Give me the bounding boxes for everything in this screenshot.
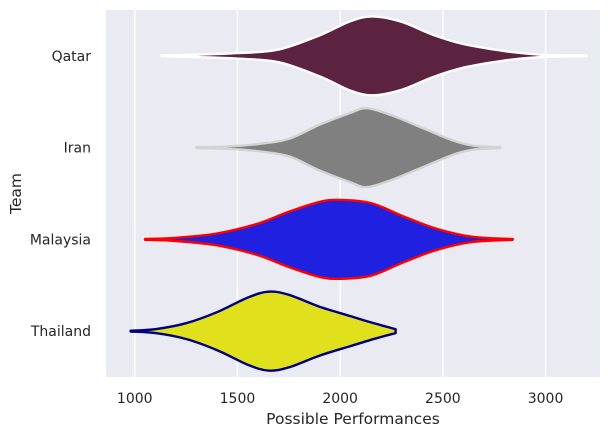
x-tick-label-3000: 3000 — [528, 391, 564, 407]
y-tick-label-malaysia: Malaysia — [30, 232, 91, 248]
x-tick-label-1000: 1000 — [117, 391, 153, 407]
y-tick-label-iran: Iran — [64, 141, 91, 157]
y-axis-label: Team — [7, 173, 25, 215]
violin-malaysia — [143, 198, 514, 281]
violin-iran — [195, 106, 502, 189]
x-axis-ticks: 1000 1500 2000 2500 3000 — [117, 391, 563, 407]
violin-qatar — [160, 15, 588, 97]
x-tick-label-2500: 2500 — [425, 391, 461, 407]
violin-thailand — [129, 290, 397, 372]
y-axis-ticks: Qatar Iran Malaysia Thailand — [30, 49, 91, 340]
x-tick-label-1500: 1500 — [220, 391, 256, 407]
x-tick-label-2000: 2000 — [322, 391, 358, 407]
violins — [129, 15, 588, 372]
y-tick-label-thailand: Thailand — [30, 324, 91, 340]
x-axis-label: Possible Performances — [266, 410, 440, 428]
y-tick-label-qatar: Qatar — [52, 49, 92, 65]
